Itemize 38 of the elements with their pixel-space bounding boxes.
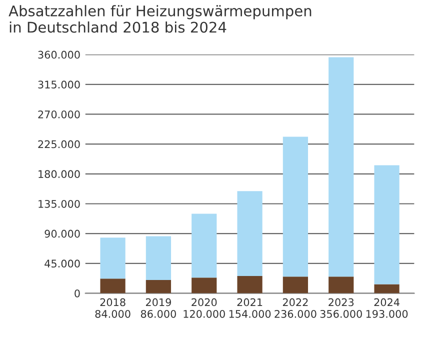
bar (192, 214, 217, 278)
y-tick-label: 360.000 (38, 50, 80, 59)
bar (237, 191, 262, 276)
bar (374, 284, 400, 294)
bar (374, 165, 400, 284)
x-tick-label: 2022 (282, 298, 308, 306)
y-tick-label: 135.000 (38, 200, 80, 208)
total-label: 120.000 (184, 310, 225, 318)
total-label: 154.000 (229, 310, 271, 318)
x-tick-label: 2024 (374, 298, 400, 306)
y-tick-label: 270.000 (38, 110, 80, 118)
y-tick-label: 90.000 (44, 230, 80, 238)
total-label: 193.000 (366, 310, 408, 318)
bar (100, 278, 126, 294)
bar (192, 278, 217, 294)
bar (282, 276, 308, 294)
x-tick-label: 2023 (328, 298, 354, 306)
y-tick-label: 180.000 (38, 170, 80, 178)
y-tick-label: 225.000 (38, 140, 80, 148)
y-tick-label: 0 (74, 289, 80, 298)
total-label: 236.000 (274, 310, 316, 318)
bar (328, 57, 354, 277)
bar (146, 280, 172, 294)
x-tick-label: 2018 (100, 298, 126, 306)
x-tick-label: 2021 (237, 298, 262, 306)
bar (282, 136, 308, 277)
bar (100, 238, 126, 279)
bar (237, 276, 262, 294)
chart-title: Absatzzahlen für Heizungswärmepumpen in Deutschland 2018 bis 2024 (8, 5, 312, 33)
bar (146, 236, 172, 280)
y-tick-label: 45.000 (44, 260, 80, 268)
x-tick-label: 2020 (192, 298, 217, 306)
total-label: 84.000 (95, 310, 130, 318)
total-label: 86.000 (140, 310, 176, 318)
x-tick-label: 2019 (146, 298, 171, 306)
bar (328, 276, 354, 294)
total-label: 356.000 (320, 310, 362, 318)
y-tick-label: 315.000 (38, 80, 80, 89)
